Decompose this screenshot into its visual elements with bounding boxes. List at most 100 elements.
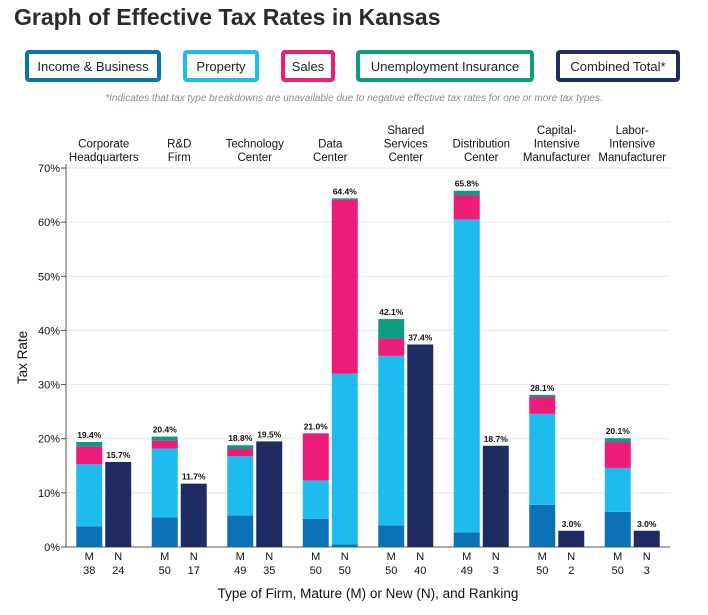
- bar-segment: [529, 394, 556, 398]
- bar-combined-total: [256, 441, 283, 547]
- bar-combined-total: [482, 445, 509, 547]
- legend-item-income-business[interactable]: Income & Business: [25, 50, 161, 82]
- bar-segment: [378, 525, 405, 547]
- legend: Income & Business Property Sales Unemplo…: [0, 50, 708, 90]
- legend-item-combined-total[interactable]: Combined Total*: [556, 50, 680, 82]
- bar-rank-label: 24: [112, 565, 124, 577]
- bar-rank-label: 49: [461, 565, 473, 577]
- bar-rank-label: 17: [188, 565, 200, 577]
- bar-segment: [604, 441, 631, 468]
- bar-rank-label: 50: [159, 565, 171, 577]
- bar-segment: [529, 504, 556, 547]
- bar-segment: [331, 198, 358, 200]
- bar-type-label: M: [311, 551, 320, 563]
- bar-rank-label: 2: [568, 565, 574, 577]
- category-label: Labor-: [616, 125, 649, 137]
- y-tick-label: 70%: [38, 163, 60, 175]
- bar-segment: [151, 448, 178, 518]
- bar-segment: [453, 195, 480, 220]
- bar-type-label: M: [236, 551, 245, 563]
- data-label: 64.4%: [333, 186, 358, 196]
- bar-type-label: M: [613, 551, 622, 563]
- bar-segment: [302, 433, 329, 481]
- bar-segment: [604, 438, 631, 442]
- bar-segment: [331, 544, 358, 547]
- bar-segment: [227, 456, 254, 516]
- category-label: R&D: [167, 139, 191, 151]
- bar-rank-label: 50: [536, 565, 548, 577]
- bar-type-label: M: [85, 551, 94, 563]
- bar-segment: [151, 436, 178, 441]
- bar-type-label: N: [341, 551, 349, 563]
- y-tick-label: 10%: [38, 488, 60, 500]
- y-tick-label: 20%: [38, 434, 60, 446]
- bar-combined-total: [180, 483, 207, 547]
- bar-segment: [378, 355, 405, 526]
- bar-segment: [76, 446, 103, 465]
- category-label: Shared: [387, 125, 424, 137]
- data-label: 11.7%: [182, 472, 206, 482]
- category-label: Center: [313, 152, 348, 164]
- data-label: 3.0%: [562, 519, 582, 529]
- data-label: 42.1%: [379, 307, 404, 317]
- bar-segment: [453, 190, 480, 196]
- bar-combined-total: [105, 461, 132, 547]
- bar-rank-label: 3: [644, 565, 650, 577]
- bar-rank-label: 3: [493, 565, 499, 577]
- bar-rank-label: 50: [385, 565, 397, 577]
- legend-item-unemployment-insurance[interactable]: Unemployment Insurance: [356, 50, 534, 82]
- category-label: Manufacturer: [523, 152, 591, 164]
- category-label: Center: [388, 152, 423, 164]
- bar-combined-total: [407, 344, 434, 547]
- bar-segment: [529, 413, 556, 505]
- bar-segment: [302, 518, 329, 547]
- bar-rank-label: 50: [612, 565, 624, 577]
- x-axis-label: Type of Firm, Mature (M) or New (N), and…: [218, 586, 519, 601]
- category-label: Services: [384, 139, 428, 151]
- bar-combined-total: [558, 530, 585, 547]
- bar-rank-label: 50: [310, 565, 322, 577]
- bar-type-label: M: [538, 551, 547, 563]
- y-tick-label: 30%: [38, 380, 60, 392]
- bar-segment: [76, 441, 103, 447]
- data-label: 20.1%: [606, 426, 631, 436]
- data-label: 37.4%: [408, 333, 433, 343]
- bar-segment: [604, 467, 631, 512]
- bar-segment: [453, 532, 480, 547]
- legend-item-sales[interactable]: Sales: [281, 50, 335, 82]
- legend-item-property[interactable]: Property: [183, 50, 259, 82]
- bar-combined-total: [633, 530, 660, 547]
- category-label: Firm: [168, 152, 191, 164]
- bar-type-label: N: [643, 551, 651, 563]
- category-label: Manufacturer: [598, 152, 666, 164]
- bar-type-label: N: [265, 551, 273, 563]
- bar-segment: [604, 511, 631, 547]
- data-label: 18.7%: [484, 434, 509, 444]
- bar-segment: [331, 199, 358, 374]
- bar-segment: [378, 338, 405, 356]
- data-label: 19.5%: [257, 429, 282, 439]
- category-label: Capital-: [537, 125, 577, 137]
- bar-segment: [151, 440, 178, 449]
- category-label: Headquarters: [69, 152, 139, 164]
- bar-segment: [227, 449, 254, 457]
- bar-rank-label: 49: [234, 565, 246, 577]
- bar-segment: [529, 397, 556, 414]
- bar-rank-label: 35: [263, 565, 275, 577]
- bar-segment: [227, 445, 254, 450]
- y-tick-label: 0%: [44, 542, 60, 554]
- y-tick-label: 60%: [38, 217, 60, 229]
- bar-type-label: M: [462, 551, 471, 563]
- page-title: Graph of Effective Tax Rates in Kansas: [14, 4, 441, 30]
- bar-rank-label: 40: [414, 565, 426, 577]
- footnote: *Indicates that tax type breakdowns are …: [105, 93, 603, 104]
- bar-type-label: N: [114, 551, 122, 563]
- category-label: Intensive: [609, 139, 655, 151]
- bar-type-label: N: [190, 551, 198, 563]
- bar-segment: [453, 219, 480, 533]
- data-label: 3.0%: [637, 519, 657, 529]
- bar-segment: [227, 515, 254, 547]
- category-label: Center: [464, 152, 499, 164]
- data-label: 21.0%: [304, 421, 329, 431]
